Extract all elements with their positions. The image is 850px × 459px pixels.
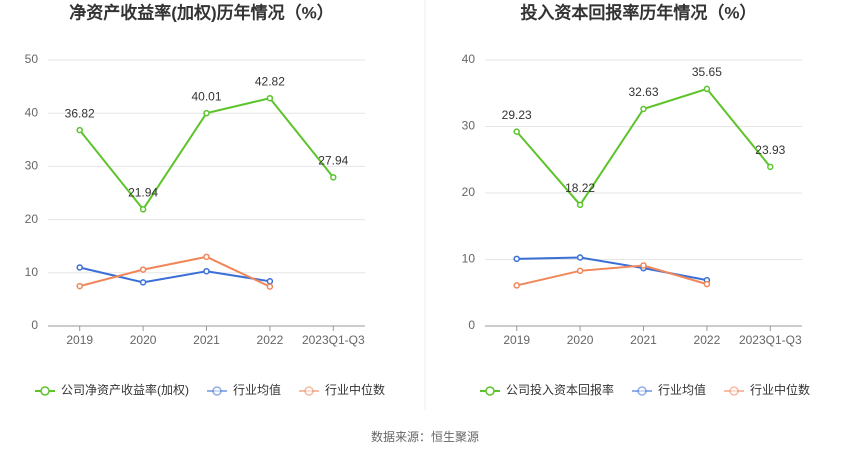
y-tick-label: 0 (468, 318, 475, 332)
data-label: 35.65 (692, 65, 722, 79)
point (576, 201, 584, 209)
data-label: 27.94 (318, 154, 348, 168)
point (576, 267, 584, 275)
x-tick-label: 2021 (193, 333, 220, 347)
point (266, 283, 274, 290)
point (330, 174, 337, 181)
data-label: 29.23 (502, 108, 532, 122)
legend-icon (40, 386, 50, 396)
point (767, 163, 774, 171)
point (640, 105, 647, 113)
x-tick-label: 2022 (694, 333, 721, 347)
y-tick-label: 0 (31, 318, 38, 332)
point (139, 206, 147, 213)
y-tick-label: 20 (25, 212, 39, 226)
x-tick-label: 2020 (567, 333, 594, 347)
data-label: 36.82 (65, 106, 95, 120)
legend-icon (212, 386, 222, 396)
x-tick-label: 2023Q1-Q3 (302, 333, 365, 347)
point (513, 255, 520, 263)
point (513, 282, 520, 289)
point (513, 128, 520, 135)
y-tick-label: 30 (25, 159, 39, 173)
legend-label: 行业中位数 (750, 382, 810, 397)
y-tick-label: 40 (25, 105, 39, 119)
x-tick-label: 2023Q1-Q3 (739, 333, 802, 347)
point (139, 279, 147, 286)
y-tick-label: 10 (25, 265, 39, 279)
legend-label: 行业均值 (658, 382, 706, 397)
legend-label: 公司投入资本回报率 (506, 382, 614, 397)
point (139, 266, 147, 273)
legend-label: 行业均值 (233, 382, 281, 397)
point (266, 94, 274, 102)
x-tick-label: 2019 (66, 333, 93, 347)
chart-title: 净资产收益率(加权)历年情况（%） (69, 2, 333, 22)
data-label: 40.01 (191, 89, 221, 103)
point (203, 109, 210, 117)
data-label: 23.93 (755, 143, 785, 157)
x-tick-label: 2022 (257, 333, 284, 347)
point (76, 264, 83, 271)
point (203, 267, 210, 275)
series-line (79, 266, 271, 284)
point (576, 254, 584, 261)
point (76, 126, 83, 134)
legend-icon (637, 386, 647, 396)
series-line (79, 255, 271, 288)
y-tick-label: 40 (462, 52, 476, 66)
y-tick-label: 10 (462, 252, 476, 266)
point (703, 280, 711, 288)
legend-label: 公司净资产收益率(加权) (61, 382, 189, 397)
y-tick-label: 50 (25, 52, 39, 66)
y-tick-label: 30 (462, 119, 476, 133)
source: 数据来源：恒生聚源 (371, 429, 479, 444)
data-label: 18.22 (565, 181, 595, 195)
point (703, 85, 711, 93)
point (266, 278, 274, 285)
legend-icon (304, 386, 314, 396)
y-tick-label: 20 (462, 185, 476, 199)
x-tick-label: 2019 (503, 333, 530, 347)
x-tick-label: 2020 (130, 333, 157, 347)
data-label: 42.82 (255, 74, 285, 88)
x-tick-label: 2021 (630, 333, 657, 347)
legend-icon (485, 386, 495, 396)
legend-label: 行业中位数 (325, 382, 385, 397)
legend-icon (729, 386, 739, 396)
series-line (516, 264, 708, 287)
data-label: 21.94 (128, 185, 158, 199)
point (76, 282, 83, 290)
chart-title: 投入资本回报率历年情况（%） (520, 2, 756, 22)
point (640, 262, 647, 269)
point (203, 253, 210, 261)
data-label: 32.63 (628, 85, 658, 99)
